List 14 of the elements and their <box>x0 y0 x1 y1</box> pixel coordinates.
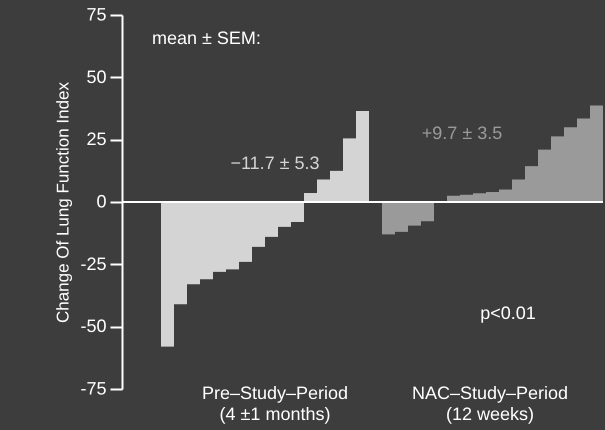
annotation: Pre–Study–Period (4 ±1 months) <box>202 383 348 424</box>
annotation: mean ± SEM: <box>152 28 261 48</box>
y-tick-label: 0 <box>96 192 106 212</box>
y-axis-title: Change Of Lung Function Index <box>53 82 72 323</box>
annotation: −11.7 ± 5.3 <box>230 153 320 173</box>
y-tick-label: 75 <box>86 4 106 24</box>
annotation: NAC–Study–Period (12 weeks) <box>412 383 568 424</box>
annotation: p<0.01 <box>480 303 536 323</box>
annotation: +9.7 ± 3.5 <box>422 123 502 143</box>
y-tick-label: 25 <box>86 129 106 150</box>
y-tick-label: -25 <box>80 254 106 274</box>
y-tick-label: 50 <box>86 66 106 87</box>
y-tick-label: -50 <box>80 316 106 336</box>
y-tick-label: -75 <box>80 378 106 398</box>
